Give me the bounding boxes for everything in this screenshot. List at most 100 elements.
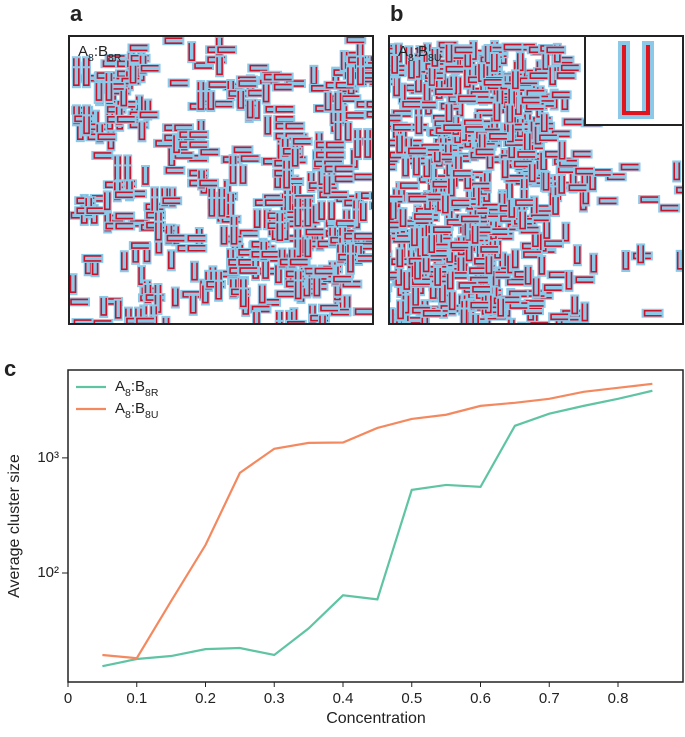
molecule (570, 149, 593, 159)
label-sub: 8R (108, 52, 122, 64)
molecule (531, 276, 541, 299)
molecule (480, 202, 503, 212)
molecule (551, 91, 570, 99)
molecule (261, 193, 284, 203)
molecule (333, 218, 356, 228)
molecule (401, 293, 411, 316)
molecule (189, 295, 197, 314)
molecule (99, 295, 109, 318)
molecule (317, 313, 327, 325)
molecule (280, 233, 303, 243)
molecule (555, 165, 578, 175)
molecule (275, 265, 282, 284)
molecule (283, 193, 293, 216)
molecule (391, 326, 396, 343)
molecule (199, 179, 218, 187)
molecule (402, 323, 410, 325)
molecule (529, 72, 548, 80)
molecule (376, 227, 385, 249)
molecule (274, 319, 284, 325)
molecule (388, 323, 398, 325)
molecule (280, 210, 303, 220)
molecule (580, 171, 590, 194)
molecule (352, 208, 362, 231)
molecule (68, 297, 91, 307)
molecule (451, 199, 470, 207)
molecule (403, 272, 411, 290)
molecule (516, 169, 539, 179)
molecule (231, 145, 254, 155)
molecule (527, 71, 550, 81)
molecule (411, 155, 421, 178)
molecule (261, 251, 280, 258)
molecule (332, 164, 355, 174)
molecule (334, 92, 342, 111)
molecule (102, 190, 112, 213)
molecule (513, 160, 532, 168)
molecule (333, 275, 343, 298)
molecule (354, 232, 373, 240)
molecule (518, 209, 528, 232)
molecule (412, 287, 419, 306)
molecule (401, 315, 424, 325)
molecule (351, 319, 360, 341)
molecule (510, 248, 520, 271)
molecule (394, 42, 404, 65)
molecule (589, 172, 596, 191)
molecule (491, 53, 498, 72)
molecule (443, 64, 466, 74)
molecule (262, 198, 285, 208)
molecule (271, 72, 294, 82)
molecule (261, 82, 271, 105)
molecule (140, 165, 150, 188)
molecule (580, 301, 590, 324)
molecule (540, 152, 547, 171)
molecule (560, 64, 579, 72)
molecule (504, 277, 527, 287)
molecule (469, 170, 492, 180)
molecule (347, 67, 354, 86)
molecule (524, 88, 547, 98)
molecule (164, 233, 187, 243)
molecule (200, 283, 210, 306)
molecule (73, 319, 92, 325)
molecule (294, 208, 302, 227)
molecule (470, 225, 493, 235)
molecule (354, 308, 373, 315)
molecule (458, 327, 475, 332)
molecule (259, 297, 282, 307)
molecule (482, 214, 505, 224)
molecule (420, 311, 430, 325)
molecule (340, 279, 363, 289)
molecule (508, 199, 516, 218)
molecule (499, 295, 522, 305)
molecule (264, 199, 283, 207)
molecule (509, 327, 526, 332)
molecule (468, 300, 491, 310)
molecule (280, 220, 290, 243)
molecule (388, 307, 395, 325)
molecule (187, 130, 210, 140)
molecule (127, 43, 150, 53)
molecule (283, 79, 306, 89)
molecule (504, 181, 514, 204)
molecule (162, 36, 185, 46)
molecule (320, 304, 338, 312)
molecule (374, 161, 383, 183)
molecule (541, 283, 564, 293)
molecule (373, 277, 382, 299)
molecule (314, 267, 333, 275)
molecule (472, 324, 495, 325)
molecule (345, 65, 355, 88)
molecule (344, 122, 352, 141)
molecule (506, 278, 525, 286)
molecule (246, 100, 254, 119)
molecule (100, 59, 123, 69)
molecule (455, 94, 478, 104)
molecule (317, 303, 340, 313)
molecule (353, 173, 372, 181)
molecule (366, 100, 374, 108)
label: A8:B8U (115, 400, 158, 421)
molecule (83, 68, 90, 87)
molecule (516, 53, 524, 72)
